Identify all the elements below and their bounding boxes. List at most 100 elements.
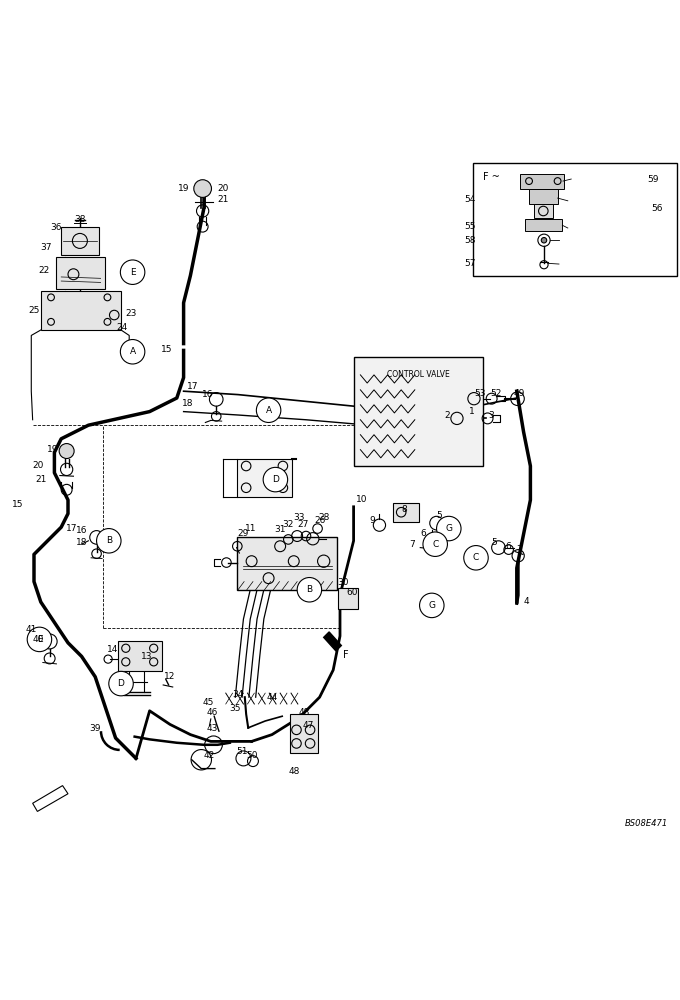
Text: 59: 59	[647, 175, 659, 184]
Text: 16: 16	[76, 526, 87, 535]
Circle shape	[464, 546, 488, 570]
Bar	[393, 503, 419, 522]
Text: 48: 48	[288, 768, 299, 776]
Text: 39: 39	[90, 724, 101, 733]
Text: E: E	[37, 635, 42, 644]
Circle shape	[194, 180, 211, 197]
Text: 24: 24	[117, 323, 128, 332]
Bar	[290, 714, 318, 753]
Text: 18: 18	[76, 538, 87, 547]
Text: 44: 44	[267, 693, 277, 702]
Circle shape	[120, 340, 145, 364]
Text: 38: 38	[75, 215, 86, 224]
Text: E: E	[130, 268, 135, 277]
Text: 10: 10	[356, 495, 367, 504]
Text: 21: 21	[218, 195, 228, 204]
Text: 29: 29	[238, 530, 249, 538]
Bar	[237, 537, 337, 590]
Text: 50: 50	[246, 751, 257, 760]
Bar	[41, 291, 121, 330]
Text: 40: 40	[33, 635, 44, 644]
Text: 13: 13	[141, 652, 152, 661]
Circle shape	[59, 444, 74, 459]
Bar	[534, 204, 553, 218]
Bar	[118, 641, 162, 671]
Bar	[473, 163, 677, 276]
Text: 45: 45	[203, 698, 214, 707]
Text: CONTROL VALVE: CONTROL VALVE	[387, 370, 449, 379]
Text: 37: 37	[41, 243, 52, 252]
Text: 43: 43	[207, 724, 218, 733]
Text: BS08E471: BS08E471	[624, 819, 668, 828]
Text: 6: 6	[420, 530, 426, 538]
Circle shape	[541, 238, 547, 243]
Text: 5: 5	[491, 538, 496, 547]
Text: 36: 36	[50, 224, 61, 232]
Text: 28: 28	[318, 512, 329, 522]
Text: 22: 22	[38, 266, 49, 275]
Text: 20: 20	[33, 461, 44, 470]
Text: 33: 33	[294, 513, 305, 522]
Circle shape	[256, 398, 281, 422]
Text: F: F	[343, 650, 349, 660]
Text: 21: 21	[35, 475, 46, 484]
Bar	[56, 257, 105, 289]
Circle shape	[97, 529, 121, 553]
Circle shape	[423, 532, 447, 556]
Text: 14: 14	[107, 645, 118, 654]
Text: 54: 54	[464, 195, 476, 204]
Text: 34: 34	[233, 690, 243, 699]
Text: 56: 56	[651, 204, 663, 213]
Text: 26: 26	[314, 516, 325, 525]
Text: 1: 1	[469, 407, 475, 416]
Text: 60: 60	[347, 588, 358, 597]
Circle shape	[420, 593, 444, 618]
Text: F ~: F ~	[483, 172, 500, 182]
Bar	[525, 219, 562, 231]
Text: B: B	[105, 536, 112, 545]
Text: 35: 35	[230, 704, 241, 713]
Text: 12: 12	[165, 672, 175, 681]
Text: 8: 8	[401, 505, 407, 514]
Bar	[520, 174, 564, 189]
Text: 42: 42	[204, 751, 215, 760]
Circle shape	[297, 578, 322, 602]
Text: 4: 4	[524, 597, 529, 606]
Text: 3: 3	[488, 411, 494, 420]
Text: 53: 53	[475, 389, 486, 398]
Text: 51: 51	[237, 747, 248, 756]
Text: D: D	[272, 475, 279, 484]
Text: 19: 19	[48, 444, 58, 454]
Bar	[237, 459, 292, 497]
Polygon shape	[324, 632, 341, 651]
Circle shape	[27, 627, 52, 652]
Text: 32: 32	[283, 520, 294, 529]
Text: 6: 6	[506, 542, 511, 551]
Bar	[338, 588, 358, 609]
Text: C: C	[473, 553, 479, 562]
Text: 7: 7	[409, 540, 415, 549]
Text: 15: 15	[161, 345, 172, 354]
Text: G: G	[428, 601, 435, 610]
Bar	[354, 357, 483, 466]
Text: 19: 19	[178, 184, 189, 193]
Bar	[529, 189, 558, 204]
Text: 41: 41	[26, 625, 37, 634]
Text: D: D	[118, 679, 124, 688]
Text: 47: 47	[303, 721, 314, 730]
Text: 15: 15	[12, 500, 23, 509]
Circle shape	[109, 671, 133, 696]
Circle shape	[120, 260, 145, 284]
Text: A: A	[129, 347, 136, 356]
Text: B: B	[306, 585, 313, 594]
Text: G: G	[445, 524, 452, 533]
Text: 58: 58	[464, 236, 476, 245]
Text: 49: 49	[514, 389, 525, 398]
Circle shape	[437, 516, 461, 541]
Text: 55: 55	[464, 222, 476, 231]
Text: 18: 18	[182, 399, 193, 408]
Text: 52: 52	[491, 389, 502, 398]
Text: 17: 17	[187, 382, 198, 391]
Text: 16: 16	[202, 390, 213, 399]
Circle shape	[263, 467, 288, 492]
